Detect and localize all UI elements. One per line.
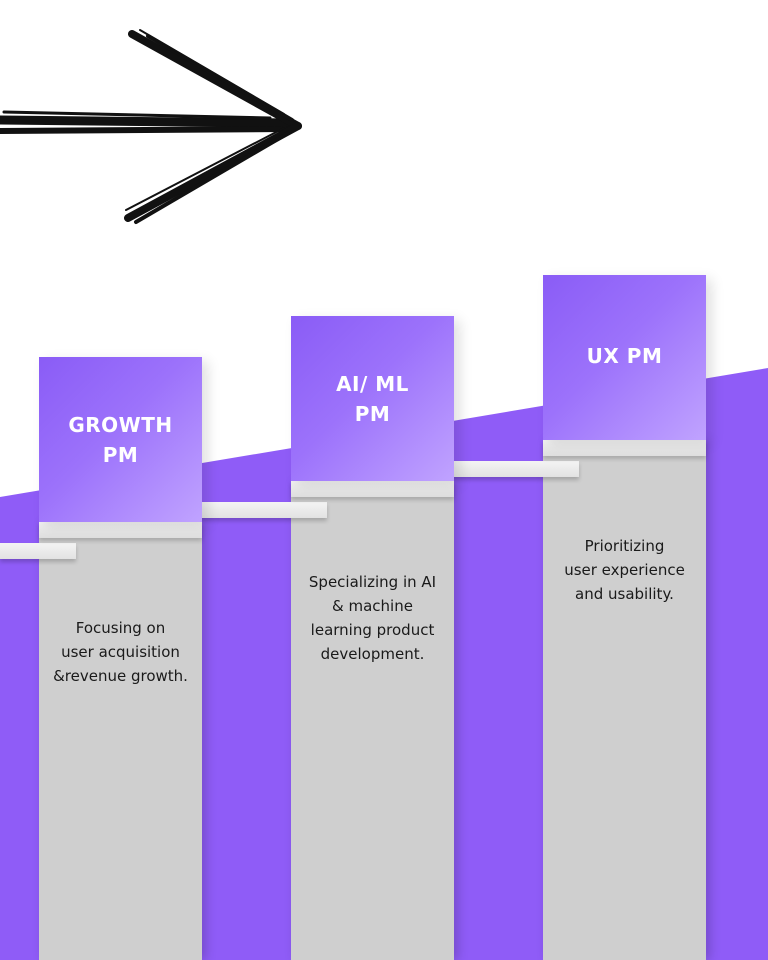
step-title-growth: GROWTH PM — [68, 412, 173, 467]
step-description-growth: Focusing on user acquisition &revenue gr… — [39, 616, 202, 688]
stair-connector-2 — [417, 461, 579, 477]
stair-connector-0 — [0, 543, 76, 559]
step-ledge-aiml — [291, 481, 454, 497]
step-header-growth: GROWTH PM — [39, 357, 202, 522]
step-description-aiml-text: Specializing in AI & machine learning pr… — [308, 573, 437, 663]
step-header-ux: UX PM — [543, 275, 706, 440]
step-description-ux: Prioritizing user experience and usabili… — [543, 534, 706, 606]
hand-drawn-right-arrow-icon — [0, 29, 302, 224]
step-description-ux-text: Prioritizing user experience and usabili… — [564, 537, 685, 603]
step-ledge-ux — [543, 440, 706, 456]
step-title-aiml: AI/ ML PM — [336, 371, 409, 426]
step-header-aiml: AI/ ML PM — [291, 316, 454, 481]
step-column-growth — [39, 522, 202, 960]
step-ledge-growth — [39, 522, 202, 538]
step-description-growth-text: Focusing on user acquisition &revenue gr… — [53, 619, 188, 685]
step-description-aiml: Specializing in AI & machine learning pr… — [291, 570, 454, 666]
step-column-aiml — [291, 481, 454, 960]
step-title-ux: UX PM — [586, 344, 663, 368]
step-column-ux — [543, 440, 706, 960]
stair-connector-1 — [165, 502, 327, 518]
